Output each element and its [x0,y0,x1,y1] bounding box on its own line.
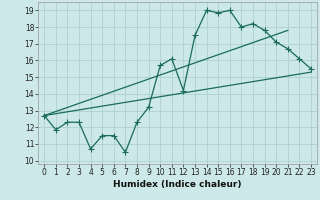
X-axis label: Humidex (Indice chaleur): Humidex (Indice chaleur) [113,180,242,189]
